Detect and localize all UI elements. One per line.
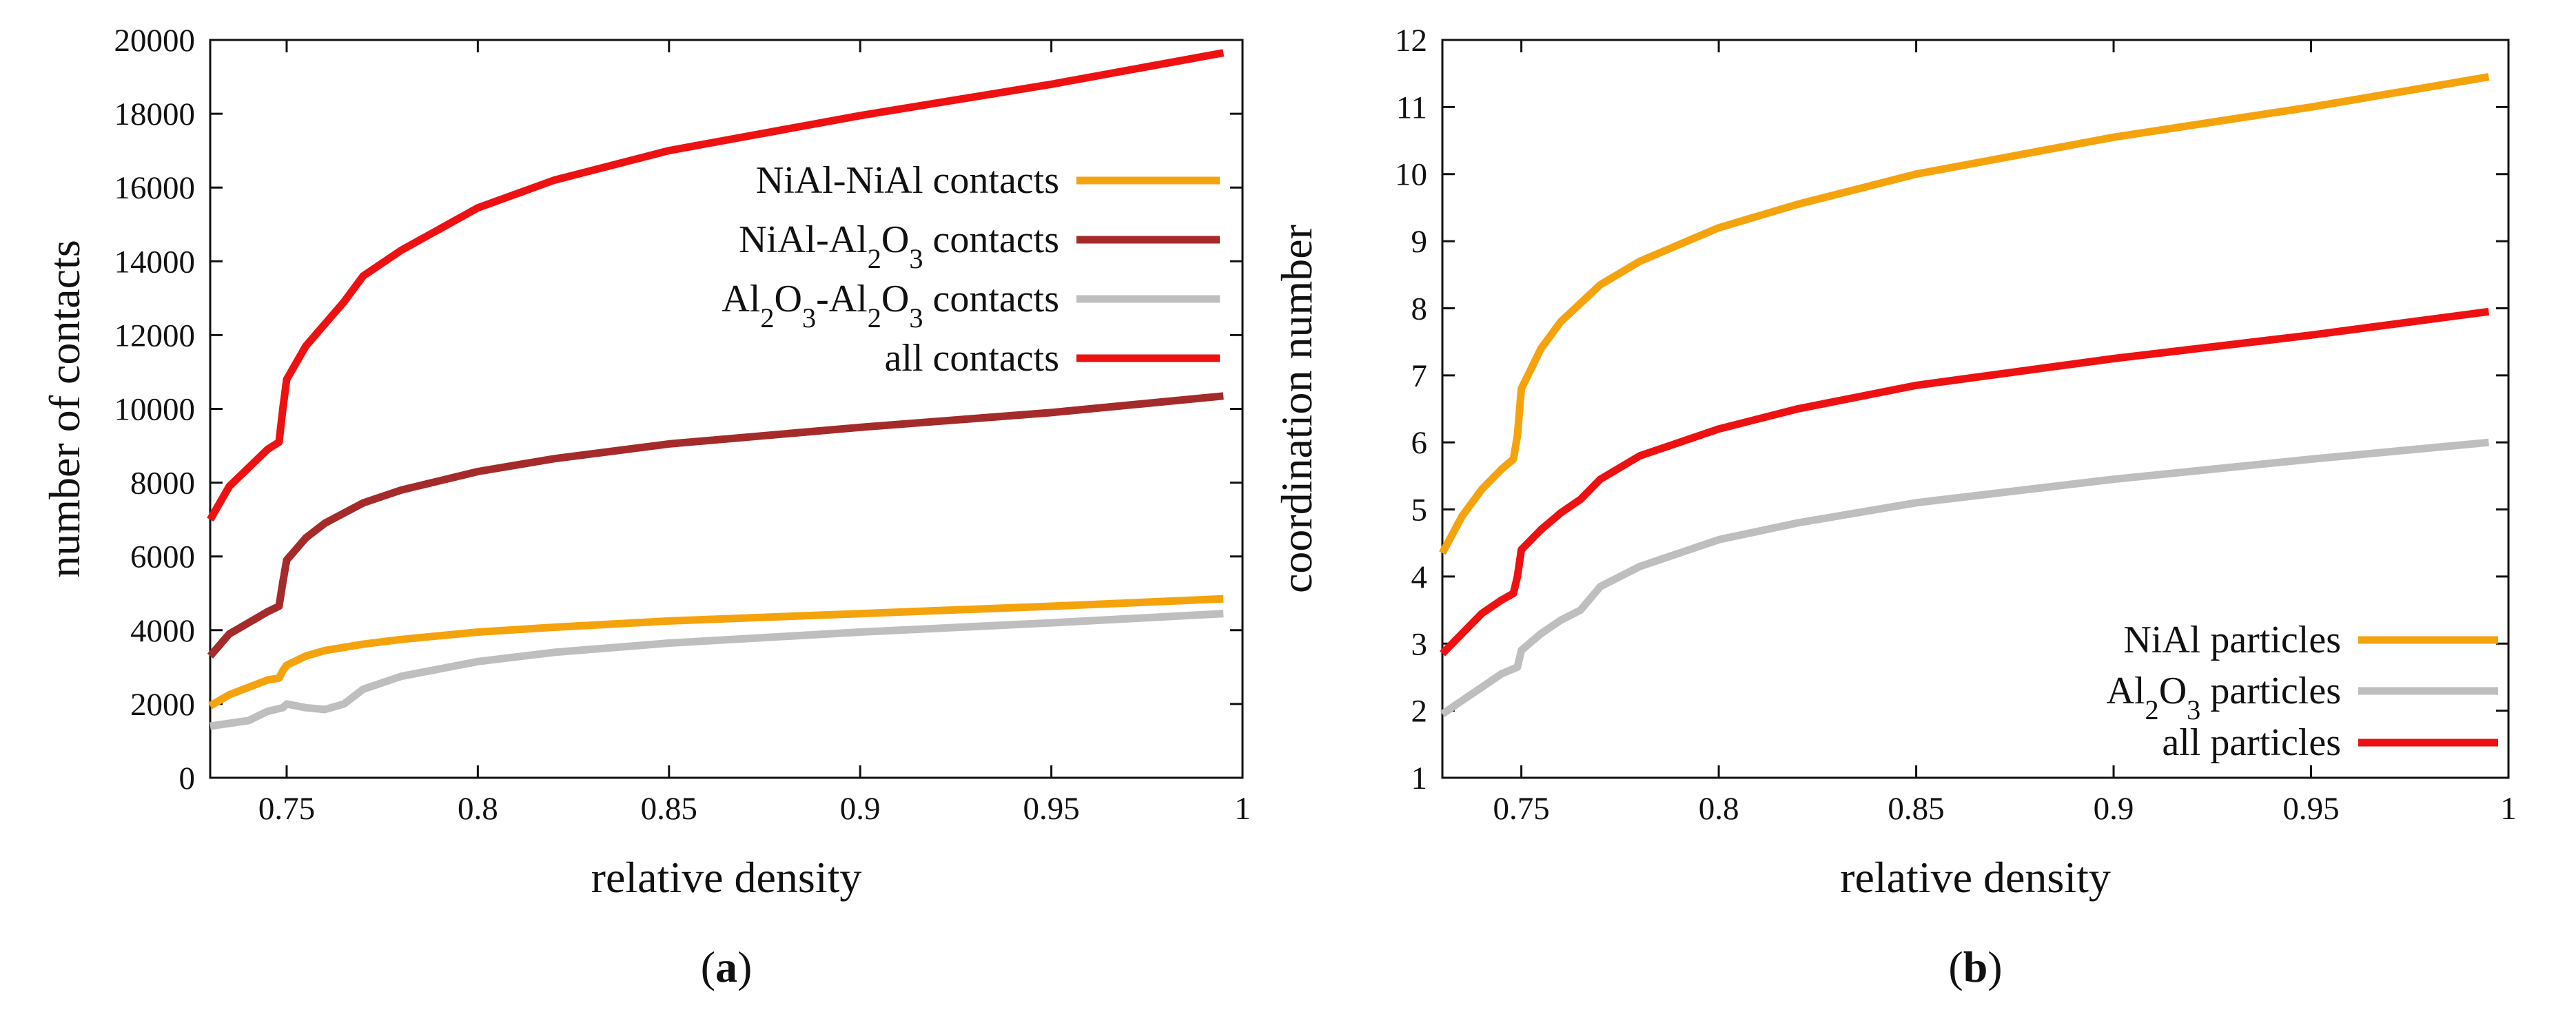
y-tick-label: 2000 bbox=[130, 687, 195, 723]
chart-0: 0.75 0.8 0.85 0.9 0.95 1 0 2000 4000 6000 8000 1000… bbox=[40, 23, 1251, 991]
y-tick-label: 11 bbox=[1396, 90, 1427, 125]
x-tick-label: 0.9 bbox=[2094, 791, 2134, 827]
y-tick-label: 4000 bbox=[130, 613, 195, 649]
x-tick-label: 0.8 bbox=[1699, 791, 1739, 827]
y-tick-label: 0 bbox=[179, 761, 196, 796]
legend-text: contacts bbox=[923, 218, 1059, 261]
legend-subscript: 2 bbox=[868, 243, 881, 274]
y-tick-label: 6000 bbox=[130, 539, 195, 575]
legend-label: NiAl-Al2O3 contacts bbox=[739, 218, 1059, 274]
y-tick-label: 2 bbox=[1411, 694, 1428, 730]
legend-text: Al bbox=[722, 278, 760, 320]
x-tick-label: 0.75 bbox=[1493, 791, 1549, 827]
y-tick-label: 3 bbox=[1411, 626, 1428, 662]
legend-text: contacts bbox=[923, 278, 1059, 320]
y-tick-label: 4 bbox=[1411, 559, 1428, 595]
panel-label-paren: ) bbox=[1987, 942, 2002, 991]
x-tick-label: 0.85 bbox=[641, 791, 697, 827]
panel-label-paren: ( bbox=[701, 942, 715, 991]
legend-label: all particles bbox=[2162, 721, 2341, 764]
series-line-nial-nial-contacts bbox=[208, 595, 1224, 710]
y-tick-label: 12000 bbox=[114, 318, 196, 353]
series-line-nial-al2o3-contacts bbox=[207, 392, 1224, 659]
y-tick-label: 18000 bbox=[114, 96, 196, 132]
panel-label-paren: ) bbox=[737, 942, 752, 991]
x-tick-label: 0.95 bbox=[2282, 791, 2339, 827]
legend-label: NiAl-NiAl contacts bbox=[756, 159, 1059, 202]
x-tick-label: 0.9 bbox=[840, 791, 881, 827]
y-axis-label: number of contacts bbox=[40, 240, 89, 578]
x-axis-label: relative density bbox=[1840, 853, 2111, 902]
x-tick-label: 1 bbox=[2500, 791, 2517, 827]
legend-text: NiAl-Al bbox=[739, 218, 868, 261]
legend-subscript: 2 bbox=[760, 302, 774, 333]
legend-subscript: 2 bbox=[868, 302, 881, 333]
legend-label: Al2O3-Al2O3 contacts bbox=[722, 278, 1059, 333]
legend-subscript: 2 bbox=[2145, 694, 2159, 725]
y-tick-label: 8000 bbox=[130, 466, 195, 502]
legend-label: all contacts bbox=[885, 337, 1059, 380]
y-tick-label: 10000 bbox=[114, 392, 196, 428]
series-line-al2o3-particles bbox=[1440, 438, 2489, 718]
legend-text: O bbox=[2159, 670, 2187, 712]
legend-text: O bbox=[774, 278, 801, 320]
legend-text: all contacts bbox=[885, 337, 1059, 380]
x-tick-label: 0.95 bbox=[1023, 791, 1079, 827]
legend-subscript: 3 bbox=[909, 302, 923, 333]
legend-label: NiAl particles bbox=[2123, 619, 2341, 661]
x-tick-label: 0.75 bbox=[258, 791, 315, 827]
legend-text: -Al bbox=[816, 278, 868, 320]
legend-subscript: 3 bbox=[802, 302, 816, 333]
series-line-all-particles bbox=[1440, 307, 2490, 657]
panel-label: (b) bbox=[1948, 942, 2002, 991]
panel-label-letter: b bbox=[1963, 942, 1988, 991]
y-tick-label: 5 bbox=[1411, 493, 1428, 528]
series-line-al2o3-al2o3-contacts bbox=[209, 610, 1224, 730]
legend-text: NiAl particles bbox=[2123, 619, 2341, 661]
legend-text: Al bbox=[2107, 670, 2145, 712]
legend-text: O bbox=[881, 218, 909, 261]
legend-text: particles bbox=[2200, 670, 2341, 712]
y-axis-label: coordination number bbox=[1272, 225, 1321, 593]
legend-label: Al2O3 particles bbox=[2107, 670, 2341, 725]
series-line-nial-particles bbox=[1439, 73, 2490, 555]
legend-subscript: 3 bbox=[909, 243, 923, 274]
x-tick-label: 1 bbox=[1234, 791, 1251, 827]
plot-frame bbox=[1441, 39, 2510, 779]
y-tick-label: 12 bbox=[1395, 23, 1427, 59]
y-tick-label: 10 bbox=[1395, 157, 1427, 193]
y-tick-label: 14000 bbox=[114, 244, 196, 280]
y-tick-label: 6 bbox=[1411, 425, 1428, 461]
chart-1: 0.75 0.8 0.85 0.9 0.95 1123456789101112relati… bbox=[1272, 23, 2517, 991]
panel-label: (a) bbox=[701, 942, 753, 991]
legend-text: O bbox=[881, 278, 909, 320]
y-tick-label: 7 bbox=[1411, 358, 1428, 394]
y-tick-label: 1 bbox=[1411, 761, 1428, 796]
panel-label-paren: ( bbox=[1948, 942, 1963, 991]
legend-subscript: 3 bbox=[2187, 694, 2200, 725]
y-tick-label: 8 bbox=[1411, 291, 1428, 327]
panel-label-letter: a bbox=[715, 942, 737, 991]
legend-text: all particles bbox=[2162, 721, 2341, 764]
legend-text: NiAl-NiAl contacts bbox=[756, 159, 1059, 202]
x-tick-label: 0.8 bbox=[458, 791, 498, 827]
series-line-all-contacts bbox=[207, 49, 1225, 522]
y-tick-label: 16000 bbox=[114, 170, 196, 206]
x-tick-label: 0.85 bbox=[1888, 791, 1944, 827]
y-tick-label: 20000 bbox=[114, 23, 196, 59]
y-tick-label: 9 bbox=[1411, 224, 1428, 260]
x-axis-label: relative density bbox=[591, 853, 862, 902]
